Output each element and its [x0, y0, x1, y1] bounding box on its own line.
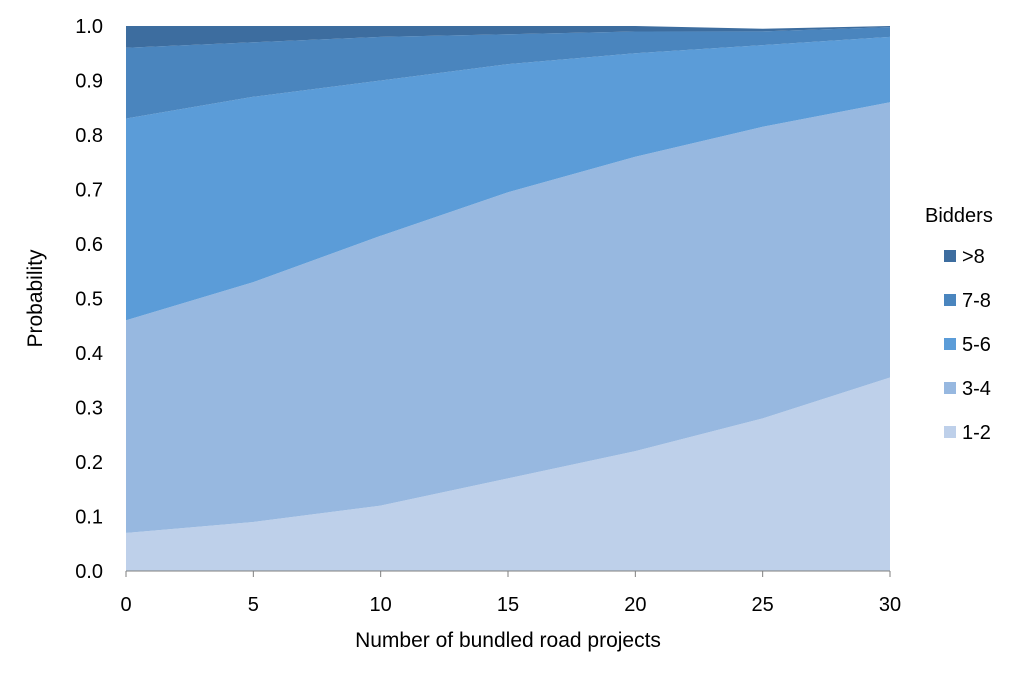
area-layers — [126, 26, 890, 571]
legend-swatch — [944, 294, 956, 306]
area-series-3 — [126, 36, 890, 321]
y-tick-label: 0.9 — [75, 71, 103, 93]
area-series-1 — [126, 377, 890, 571]
x-tick-label: 0 — [120, 594, 131, 616]
y-tick-label: 0.8 — [75, 125, 103, 147]
y-tick-label: 0.0 — [75, 561, 103, 583]
y-tick-label: 0.4 — [75, 343, 103, 365]
x-axis-ticks: 0 5 10 15 20 25 30 — [120, 571, 901, 616]
y-tick-label: 0.6 — [75, 234, 103, 256]
y-tick-label: 0.3 — [75, 398, 103, 420]
area-series-2 — [126, 102, 890, 533]
legend-title: Bidders — [925, 205, 993, 227]
y-tick-label: 0.2 — [75, 452, 103, 474]
x-tick-label: 20 — [624, 594, 646, 616]
legend-label: 3-4 — [962, 378, 991, 400]
x-axis-label: Number of bundled road projects — [355, 629, 661, 652]
y-axis-ticks: 0.0 0.1 0.2 0.3 0.4 0.5 0.6 0.7 0.8 0.9 1.0 — [75, 16, 103, 583]
legend-label: 5-6 — [962, 334, 991, 356]
area-series-5 — [126, 26, 890, 48]
y-tick-label: 1.0 — [75, 16, 103, 38]
x-tick-label: 10 — [370, 594, 392, 616]
x-tick-label: 15 — [497, 594, 519, 616]
x-tick-label: 30 — [879, 594, 901, 616]
legend-swatch — [944, 338, 956, 350]
legend-swatch — [944, 250, 956, 262]
legend-swatch — [944, 382, 956, 394]
y-tick-label: 0.7 — [75, 180, 103, 202]
legend-label: 7-8 — [962, 290, 991, 312]
area-series-4 — [126, 27, 890, 119]
y-tick-label: 0.5 — [75, 289, 103, 311]
legend-label: 1-2 — [962, 422, 991, 444]
y-axis-label: Probability — [24, 249, 47, 348]
legend-swatch — [944, 426, 956, 438]
legend: Bidders >8 7-8 5-6 3-4 1-2 — [925, 205, 993, 444]
x-tick-label: 25 — [752, 594, 774, 616]
y-tick-label: 0.1 — [75, 507, 103, 529]
x-tick-label: 5 — [248, 594, 259, 616]
legend-label: >8 — [962, 246, 985, 268]
